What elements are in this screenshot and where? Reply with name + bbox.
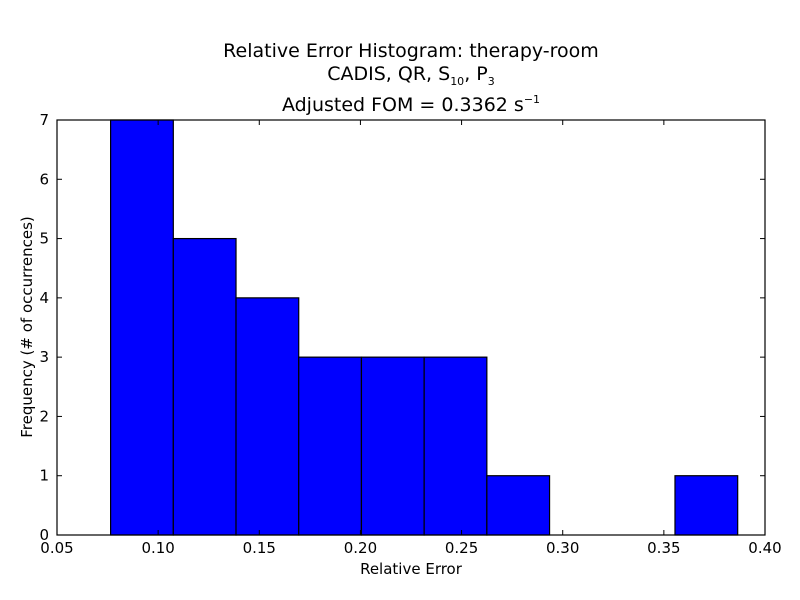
chart-title: Relative Error Histogram: therapy-room bbox=[223, 40, 599, 62]
subtitle-p-subscript: 3 bbox=[488, 75, 495, 88]
x-tick-label-6: 0.35 bbox=[647, 539, 680, 557]
histogram-bar-5 bbox=[360, 356, 425, 536]
y-tick-label-7: 7 bbox=[39, 111, 49, 129]
plot-frame bbox=[56, 119, 766, 536]
chart-subtitle: CADIS, QR, S10, P3 bbox=[327, 63, 494, 88]
y-tick-label-1: 1 bbox=[39, 467, 49, 485]
fom-superscript: −1 bbox=[524, 93, 540, 106]
histogram-bar-6 bbox=[423, 356, 488, 536]
histogram-bar-2 bbox=[172, 237, 237, 536]
subtitle-prefix: CADIS, QR, S bbox=[327, 63, 450, 85]
subtitle-mid: , P bbox=[464, 63, 488, 85]
histogram-bar-3 bbox=[235, 297, 300, 536]
y-tick-label-6: 6 bbox=[39, 170, 49, 188]
histogram-bar-1 bbox=[110, 119, 174, 536]
histogram-bar-7 bbox=[486, 475, 551, 536]
x-tick-label-4: 0.25 bbox=[445, 539, 478, 557]
y-tick-label-4: 4 bbox=[39, 289, 49, 307]
fom-prefix: Adjusted FOM = 0.3362 s bbox=[282, 94, 524, 116]
x-tick-label-3: 0.20 bbox=[344, 539, 377, 557]
x-axis-label: Relative Error bbox=[360, 560, 463, 578]
x-tick-label-7: 0.40 bbox=[748, 539, 781, 557]
bars-group bbox=[110, 119, 739, 536]
y-tick-label-3: 3 bbox=[39, 348, 49, 366]
x-tick-label-1: 0.10 bbox=[141, 539, 174, 557]
subtitle-s-subscript: 10 bbox=[450, 75, 464, 88]
histogram-bar-10 bbox=[674, 475, 739, 536]
y-axis-label: Frequency (# of occurrences) bbox=[18, 216, 36, 437]
y-tick-label-0: 0 bbox=[39, 526, 49, 544]
x-tick-label-2: 0.15 bbox=[243, 539, 276, 557]
histogram-bar-4 bbox=[298, 356, 363, 536]
chart-fom-label: Adjusted FOM = 0.3362 s−1 bbox=[282, 93, 540, 116]
tick-labels-group: 0.05 0.10 0.15 0.20 0.25 0.30 0.35 0.40 0 1 2 3 4 5 6 7 bbox=[39, 111, 781, 557]
y-tick-label-2: 2 bbox=[39, 407, 49, 425]
x-tick-label-5: 0.30 bbox=[546, 539, 579, 557]
x-tick-label-0: 0.05 bbox=[40, 539, 73, 557]
y-tick-label-5: 5 bbox=[39, 230, 49, 248]
